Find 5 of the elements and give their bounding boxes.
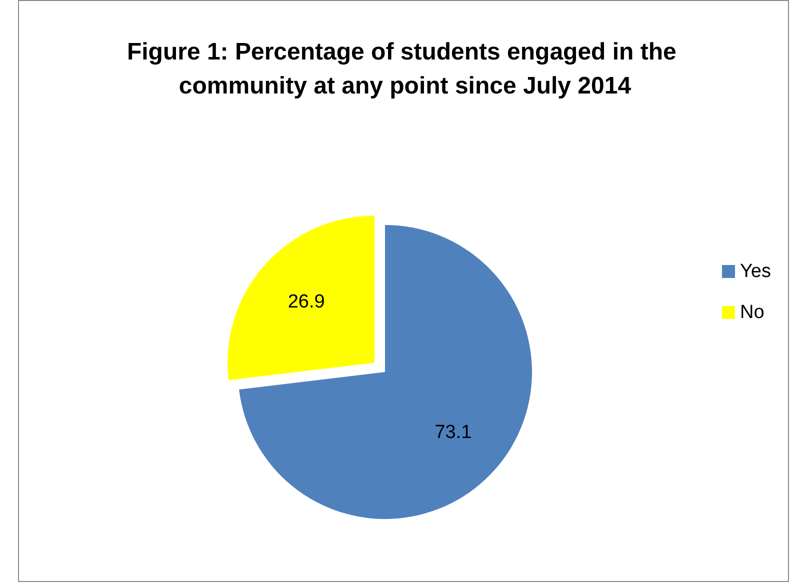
chart-title: Figure 1: Percentage of students engaged in the community at any point since July 2014 (126, 38, 684, 100)
legend-label: No (740, 302, 764, 323)
data-label: 73.1 (434, 422, 472, 443)
legend-label: Yes (740, 261, 772, 282)
data-label: 26.9 (288, 292, 325, 313)
